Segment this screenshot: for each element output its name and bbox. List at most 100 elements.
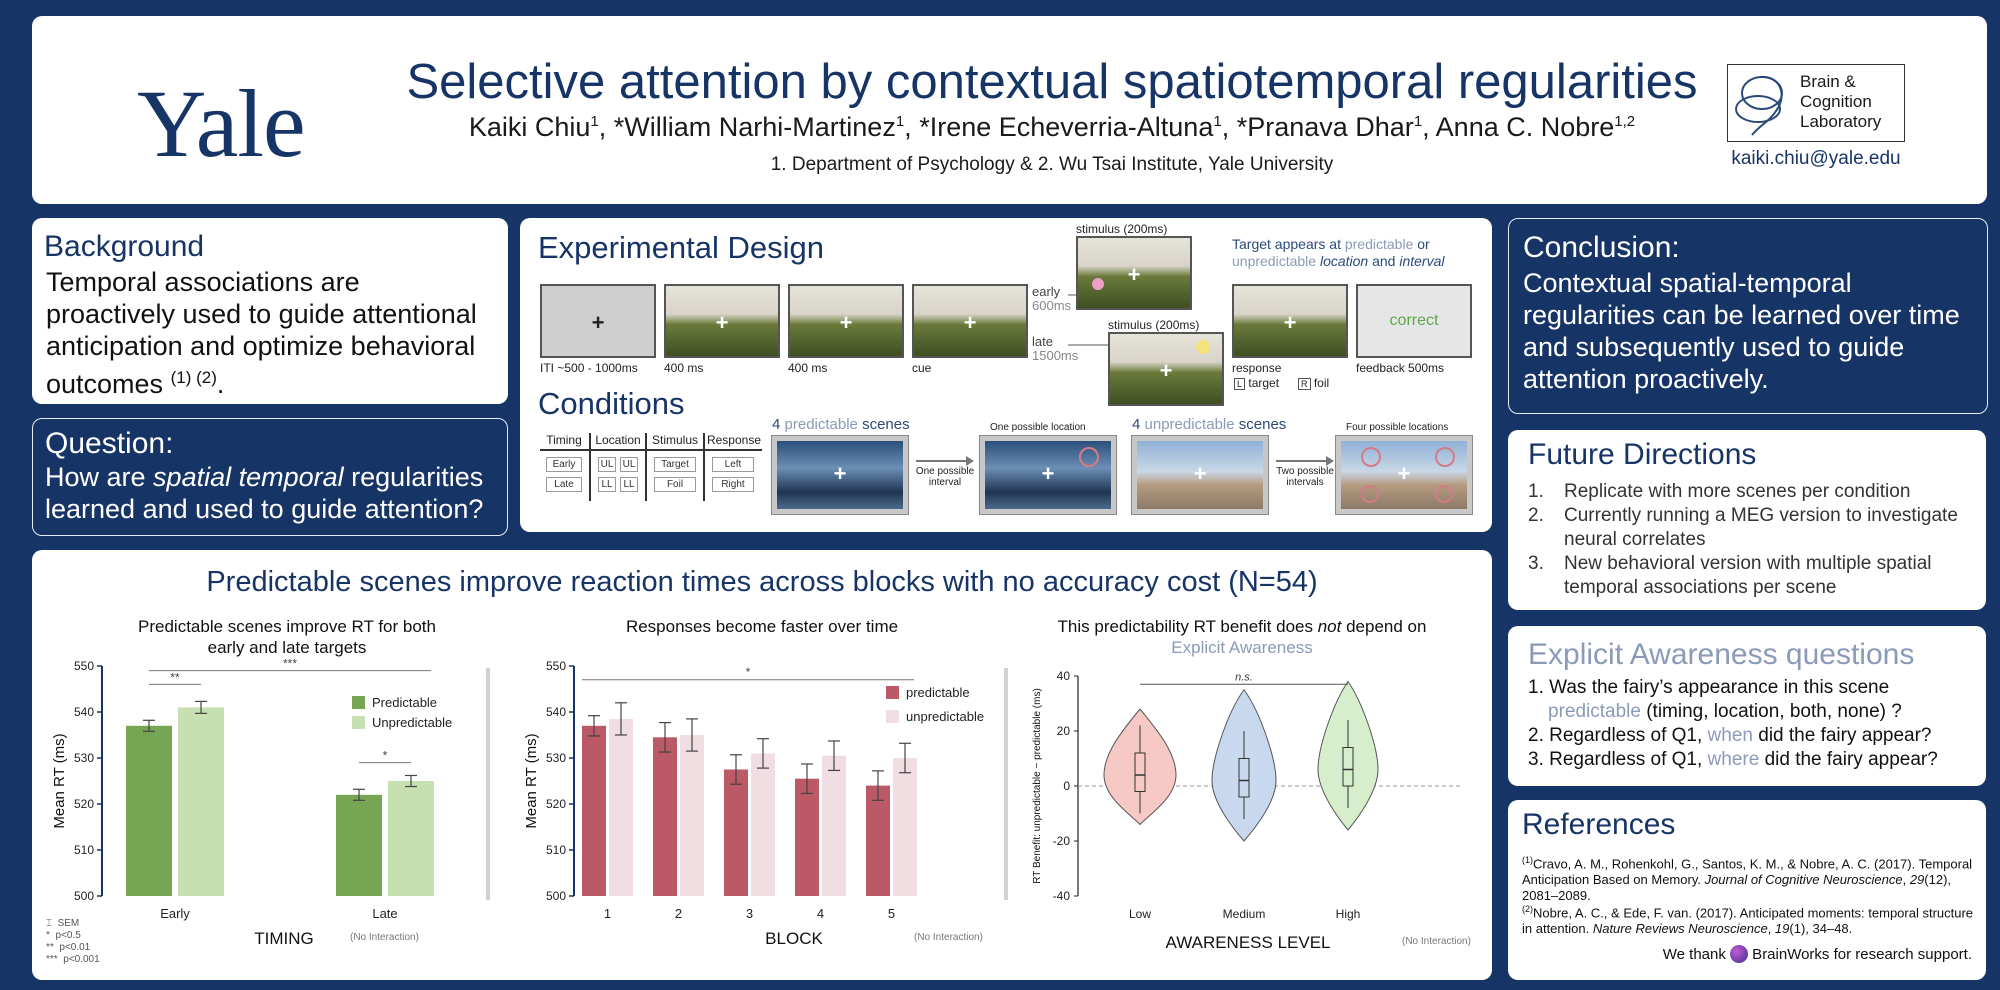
author-name: Kaiki Chiu1: [468, 112, 599, 142]
future-directions-panel: Future Directions 1. Replicate with more …: [1508, 430, 1986, 610]
list-item: 1. Was the fairy’s appearance in this sc…: [1528, 677, 1902, 722]
results-title: Predictable scenes improve reaction time…: [206, 566, 1318, 598]
conclusion-text: Contextual spatial-temporal regularities…: [1523, 268, 1960, 394]
legend-swatch: [886, 686, 899, 699]
target-location-marker: [1079, 447, 1099, 467]
background-title: Background: [44, 230, 205, 263]
conditions-title: Conditions: [538, 386, 685, 421]
background-panel: Background Temporal associations are pro…: [32, 218, 508, 404]
predictable-scene-image: +: [979, 435, 1117, 515]
violin: [1211, 688, 1277, 842]
y-tick-label: 550: [74, 659, 94, 673]
significance-legend: ⌶ SEM * p<0.5 ** p<0.01 *** p<0.001: [46, 918, 100, 965]
late-interval: 1500ms: [1032, 348, 1079, 363]
early-label: early: [1032, 284, 1061, 299]
author-list: Kaiki Chiu1, *William Narhi-Martinez1, *…: [468, 112, 1636, 142]
legend-label: Unpredictable: [372, 715, 452, 730]
y-axis-label: Mean RT (ms): [51, 733, 68, 828]
x-axis-label: BLOCK: [765, 929, 823, 948]
author-name: *William Narhi-Martinez1: [613, 112, 905, 142]
duration-label: 400 ms: [664, 361, 704, 375]
chart3-title: This predictability RT benefit does not …: [1057, 617, 1427, 657]
experimental-design-panel: Experimental Design + ITI ~500 - 1000ms …: [520, 218, 1492, 532]
y-tick-label: 550: [546, 659, 566, 673]
yale-logo: Yale: [137, 70, 306, 177]
divider: [1004, 668, 1008, 900]
significance-label: *: [383, 749, 388, 763]
bar: [822, 755, 846, 896]
y-tick-label: 530: [74, 751, 94, 765]
x-tick-label: 2: [675, 906, 682, 921]
predictable-scenes-label: 4 predictable scenes: [772, 416, 910, 433]
list-item: 3. New behavioral version with multiple s…: [1528, 553, 1932, 598]
y-tick-label: 0: [1063, 779, 1070, 793]
design-title: Experimental Design: [538, 230, 825, 265]
list-item: 2. Currently running a MEG version to inv…: [1528, 505, 1958, 550]
table-header: Stimulus: [651, 433, 698, 447]
y-tick-label: 540: [546, 705, 566, 719]
condition-arrow: [1276, 456, 1334, 466]
y-tick-label: -40: [1053, 889, 1071, 903]
interaction-note: (No Interaction): [350, 932, 419, 943]
y-tick-label: 500: [74, 889, 94, 903]
legend-swatch: [886, 710, 899, 723]
conclusion-title: Conclusion:: [1523, 231, 1680, 264]
feedback-frame: correct: [1356, 284, 1472, 358]
x-tick-label: Medium: [1223, 907, 1266, 921]
significance-label: n.s.: [1235, 671, 1253, 683]
author-name: *Pranava Dhar1: [1236, 112, 1423, 142]
bar: [653, 737, 677, 896]
table-cell: LL: [620, 477, 638, 492]
y-tick-label: 40: [1057, 669, 1071, 683]
fairy-icon: [1092, 278, 1104, 290]
poster-title: Selective attention by contextual spatio…: [406, 55, 1698, 109]
legend-label: predictable: [906, 685, 970, 700]
chart2-title: Responses become faster over time: [625, 617, 899, 636]
significance-label: **: [170, 670, 180, 684]
references-panel: References (1)Cravo, A. M., Rohenkohl, G…: [1508, 800, 1986, 980]
legend-swatch: [352, 696, 365, 709]
legend-label: Predictable: [372, 695, 437, 710]
lab-logo: Brain & Cognition Laboratory: [1727, 64, 1905, 142]
conclusion-panel: Conclusion: Contextual spatial-temporal …: [1508, 218, 1988, 414]
fairy-icon: [1196, 340, 1210, 354]
block-bar-chart: 500 510 520 530 540 550 Mean RT (ms) 1 2 3 4 5 BLOCK…: [523, 659, 984, 948]
x-axis-label: TIMING: [254, 929, 314, 948]
list-item: 1. Replicate with more scenes per conditi…: [1528, 481, 1911, 502]
y-tick-label: 520: [74, 797, 94, 811]
awareness-title: Explicit Awareness questions: [1528, 638, 1915, 671]
bar: [866, 785, 890, 896]
bar: [126, 725, 172, 896]
y-axis-label: RT Benefit: unpredictable − predictable …: [1032, 688, 1043, 884]
x-tick-label: 3: [746, 906, 753, 921]
table-header: Response: [706, 433, 762, 447]
author-name: Anna C. Nobre1,2: [1435, 112, 1636, 142]
y-tick-label: 500: [546, 889, 566, 903]
table-cell: UL: [620, 457, 638, 472]
x-tick-label: 1: [604, 906, 611, 921]
contact-email[interactable]: kaiki.chiu@yale.edu: [1731, 148, 1901, 169]
stimulus-late-frame: +: [1108, 332, 1224, 406]
results-panel: Predictable scenes improve reaction time…: [32, 550, 1492, 980]
y-axis-label: Mean RT (ms): [523, 733, 540, 828]
response-key-foil: R foil: [1298, 376, 1329, 390]
early-interval: 600ms: [1032, 298, 1072, 313]
bar: [893, 758, 917, 896]
table-header: Location: [595, 433, 641, 447]
violin: [1103, 708, 1177, 826]
x-tick-label: High: [1336, 907, 1361, 921]
bar: [609, 718, 633, 896]
legend-swatch: [352, 716, 365, 729]
response-label: response: [1232, 361, 1282, 375]
unpredictable-scenes-label: 4 unpredictable scenes: [1132, 416, 1287, 433]
y-tick-label: 20: [1057, 724, 1071, 738]
response-key-target: L target: [1234, 376, 1279, 390]
table-cell: Right: [712, 477, 754, 492]
cue-label: cue: [912, 361, 932, 375]
affiliations: 1. Department of Psychology & 2. Wu Tsai…: [770, 154, 1334, 175]
x-tick-label: 5: [888, 906, 895, 921]
x-tick-label: Late: [372, 906, 397, 921]
stimulus-label-early: stimulus (200ms): [1076, 222, 1168, 236]
future-list: 1. Replicate with more scenes per conditi…: [1528, 480, 1978, 600]
legend-label: unpredictable: [906, 709, 984, 724]
